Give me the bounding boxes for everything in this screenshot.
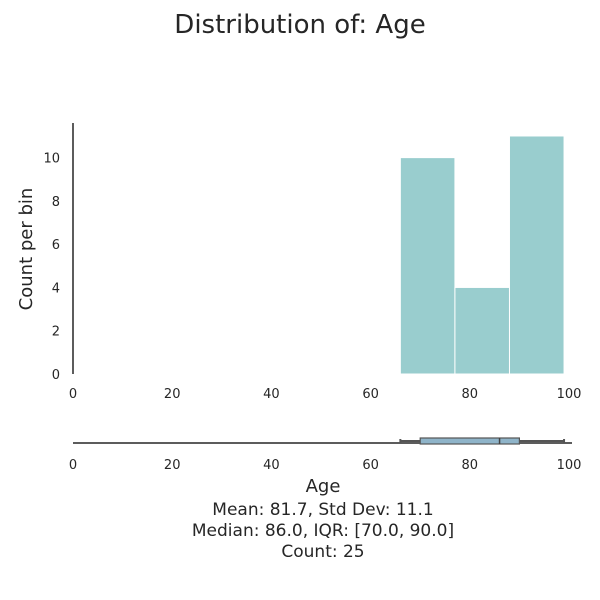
histogram-bar-0 [399, 157, 456, 375]
y-tick-label-5: 10 [43, 152, 60, 167]
x-tick-label-bottom-3: 60 [362, 458, 379, 473]
x-tick-label-top-0: 0 [69, 387, 77, 402]
boxplot-box [419, 437, 521, 445]
y-tick-label-3: 6 [52, 238, 60, 253]
x-tick-label-bottom-2: 40 [263, 458, 280, 473]
y-tick-label-2: 4 [52, 281, 60, 296]
stats-line-mean: Mean: 81.7, Std Dev: 11.1 [212, 500, 433, 520]
x-tick-label-bottom-0: 0 [69, 458, 77, 473]
histogram-bar-1 [454, 286, 510, 375]
x-tick-label-bottom-1: 20 [164, 458, 181, 473]
x-tick-label-top-3: 60 [362, 387, 379, 402]
boxplot-panel: 0 20 40 60 80 100 Age [69, 437, 582, 497]
y-axis-label: Count per bin [16, 188, 37, 311]
chart-title: Distribution of: Age [174, 10, 425, 40]
stats-line-count: Count: 25 [281, 542, 364, 562]
x-tick-label-top-4: 80 [462, 387, 479, 402]
x-tick-label-bottom-4: 80 [462, 458, 479, 473]
x-axis-label: Age [306, 476, 341, 497]
x-tick-label-top-5: 100 [557, 387, 582, 402]
y-tick-label-4: 8 [52, 195, 60, 210]
x-tick-label-bottom-5: 100 [557, 458, 582, 473]
stats-line-median: Median: 86.0, IQR: [70.0, 90.0] [192, 521, 454, 541]
histogram-bar-2 [508, 135, 565, 375]
y-tick-label-0: 0 [52, 368, 60, 383]
x-tick-label-top-1: 20 [164, 387, 181, 402]
histogram-panel: 0 2 4 6 8 10 0 20 40 60 80 100 Count per bin [16, 123, 581, 402]
x-tick-label-top-2: 40 [263, 387, 280, 402]
y-tick-label-1: 2 [52, 325, 60, 340]
